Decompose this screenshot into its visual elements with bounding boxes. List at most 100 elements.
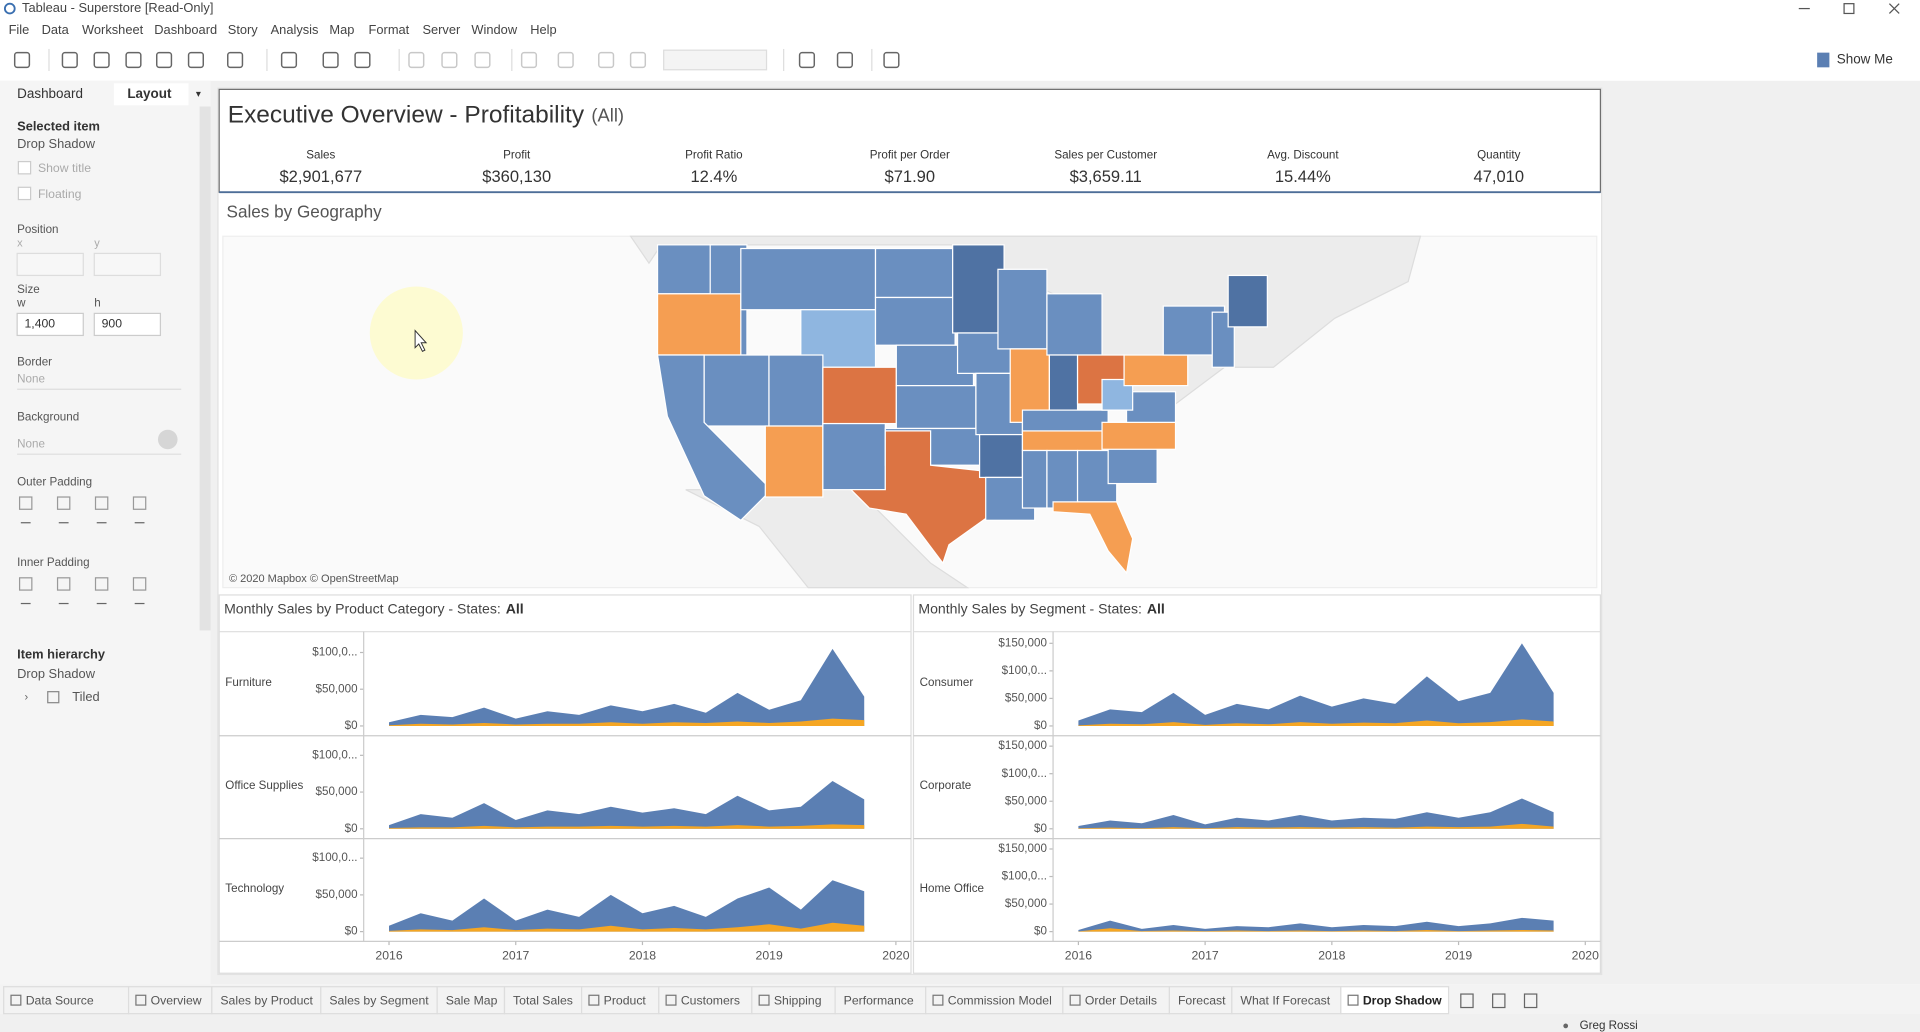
toolbar-button[interactable] <box>408 51 425 69</box>
fit-dropdown[interactable] <box>663 49 768 71</box>
state <box>1046 449 1079 509</box>
menu-item[interactable]: Worksheet <box>82 22 144 37</box>
width-input[interactable] <box>16 312 84 337</box>
sheet-tab[interactable] <box>1168 986 1233 1015</box>
y-tick-label: $0 <box>1034 822 1047 835</box>
sheet-tab[interactable] <box>1231 986 1342 1015</box>
menu-item[interactable]: Window <box>471 22 517 37</box>
menu-item[interactable]: Format <box>369 22 410 37</box>
toolbar-button[interactable] <box>187 51 205 69</box>
y-tick-label: $100,0... <box>1002 870 1047 883</box>
sheet-tab[interactable] <box>1340 986 1450 1015</box>
menu-item[interactable]: Analysis <box>271 22 319 37</box>
padding-icon[interactable] <box>94 496 109 510</box>
x-input[interactable] <box>16 252 84 277</box>
y-input[interactable] <box>93 252 162 277</box>
toolbar-button[interactable] <box>227 51 244 69</box>
y-tick-label: $0 <box>1034 925 1047 938</box>
kpi-value: $2,901,677 <box>279 167 362 186</box>
menu-item[interactable]: Help <box>530 22 556 37</box>
area <box>389 718 865 726</box>
sheet-tab[interactable] <box>834 986 927 1015</box>
toolbar-button[interactable] <box>441 51 458 69</box>
menu-item[interactable]: Map <box>329 22 354 37</box>
left-panel <box>0 80 211 985</box>
sheet-tab-label: Sales by Segment <box>329 994 429 1008</box>
window-title: Tableau - Superstore [Read-Only] <box>22 0 213 15</box>
toolbar-button[interactable] <box>125 51 142 69</box>
sheet-tab[interactable] <box>3 986 130 1015</box>
layout-tab[interactable]: Layout <box>127 86 172 101</box>
sheet-tab[interactable] <box>503 986 583 1015</box>
background-value[interactable]: None <box>17 437 45 450</box>
toolbar-button[interactable] <box>557 51 574 69</box>
menu-item[interactable]: Server <box>422 22 461 37</box>
state <box>740 247 877 311</box>
sheet-tab[interactable] <box>1062 986 1170 1015</box>
state <box>1101 421 1177 450</box>
title-filter: (All) <box>591 104 624 125</box>
state <box>764 425 824 498</box>
padding-icon[interactable] <box>132 577 147 591</box>
menu-item[interactable]: File <box>9 22 30 37</box>
sheet-tab-label: What If Forecast <box>1240 994 1330 1008</box>
sheet-tab[interactable] <box>320 986 438 1015</box>
padding-icon[interactable] <box>94 577 109 591</box>
sheet-tab-icon <box>10 994 22 1006</box>
new-sheet-button[interactable] <box>1492 993 1506 1009</box>
toolbar-button[interactable] <box>322 51 339 69</box>
sheet-tab[interactable] <box>211 986 322 1015</box>
sheet-tab-label: Drop Shadow <box>1363 994 1442 1008</box>
padding-icon[interactable] <box>18 577 33 591</box>
show-title-checkbox[interactable] <box>17 160 32 175</box>
panel-menu[interactable]: ▾ <box>196 89 201 100</box>
chart-title-filter: All <box>1147 600 1165 616</box>
sheet-tab[interactable] <box>581 986 660 1015</box>
height-input[interactable] <box>93 312 162 337</box>
sheet-tab[interactable] <box>925 986 1064 1015</box>
hierarchy-item: Drop Shadow <box>17 666 96 681</box>
padding-icon[interactable] <box>56 496 71 510</box>
area <box>1078 917 1554 932</box>
border-value[interactable]: None <box>17 373 45 386</box>
sheet-tab[interactable] <box>436 986 506 1015</box>
menu-item[interactable]: Dashboard <box>154 22 217 37</box>
padding-icon[interactable] <box>56 577 71 591</box>
toolbar-button[interactable] <box>836 51 853 69</box>
toolbar-button[interactable] <box>280 51 298 69</box>
border-label: Border <box>17 355 52 368</box>
user-name[interactable]: Greg Rossi <box>1580 1019 1638 1032</box>
sheet-tab-label: Total Sales <box>513 994 573 1008</box>
toolbar-button[interactable] <box>798 51 816 69</box>
x-tick-label: 2019 <box>1445 948 1472 962</box>
show-me-button[interactable]: Show Me <box>1837 52 1893 67</box>
sheet-tab[interactable] <box>658 986 753 1015</box>
toolbar-button[interactable] <box>474 51 491 69</box>
new-sheet-button[interactable] <box>1460 993 1474 1009</box>
h-label: h <box>94 297 100 310</box>
show-title-label: Show title <box>38 161 91 175</box>
close-button[interactable] <box>1888 3 1900 14</box>
restore-button[interactable] <box>1843 3 1855 15</box>
map[interactable]: © 2020 Mapbox © OpenStreetMap <box>222 235 1598 589</box>
toolbar-button[interactable] <box>629 51 647 69</box>
toolbar-button[interactable] <box>883 51 900 69</box>
expand-arrow[interactable]: › <box>24 692 28 704</box>
padding-icon[interactable] <box>18 496 33 510</box>
background-swatch[interactable] <box>157 429 178 450</box>
toolbar-button[interactable] <box>520 51 538 69</box>
show-me-icon <box>1817 52 1830 68</box>
new-sheet-button[interactable] <box>1523 993 1538 1009</box>
toolbar-button[interactable] <box>13 51 31 69</box>
toolbar-button[interactable] <box>598 51 615 69</box>
menu-item[interactable]: Data <box>42 22 70 37</box>
toolbar-button[interactable] <box>93 51 110 69</box>
dashboard-tab[interactable]: Dashboard <box>17 86 83 101</box>
floating-checkbox[interactable] <box>17 186 32 201</box>
padding-icon[interactable] <box>132 496 147 510</box>
toolbar-button[interactable] <box>61 51 78 69</box>
toolbar-button[interactable] <box>354 51 371 69</box>
state <box>1052 501 1134 575</box>
menu-item[interactable]: Story <box>228 22 259 37</box>
toolbar-button[interactable] <box>156 51 173 69</box>
